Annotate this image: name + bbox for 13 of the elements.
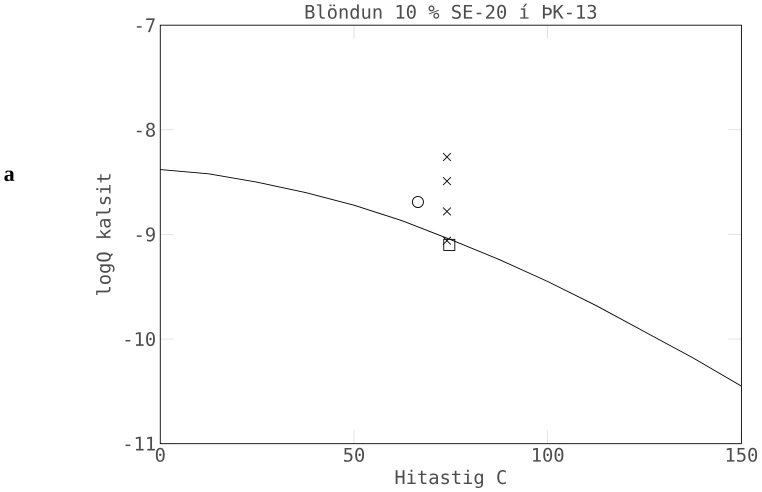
chart-title: Blöndun 10 % SE-20 í ÞK-13 <box>306 4 596 20</box>
y-tick-label: -10 <box>126 332 155 346</box>
x-tick-label: 0 <box>156 448 165 462</box>
x-tick-label: 100 <box>533 448 564 462</box>
y-tick-label: -7 <box>136 18 155 32</box>
y-tick-label: -9 <box>136 227 155 242</box>
x-tick-label: 150 <box>726 448 758 462</box>
x-tick-label: 50 <box>344 448 364 462</box>
y-tick-label: -8 <box>136 122 155 138</box>
y-tick-label: -11 <box>126 436 155 451</box>
text: a <box>4 170 14 182</box>
y-axis-title: logQ kalsit <box>96 174 115 296</box>
x-axis-title: Hitastig C <box>396 470 506 488</box>
